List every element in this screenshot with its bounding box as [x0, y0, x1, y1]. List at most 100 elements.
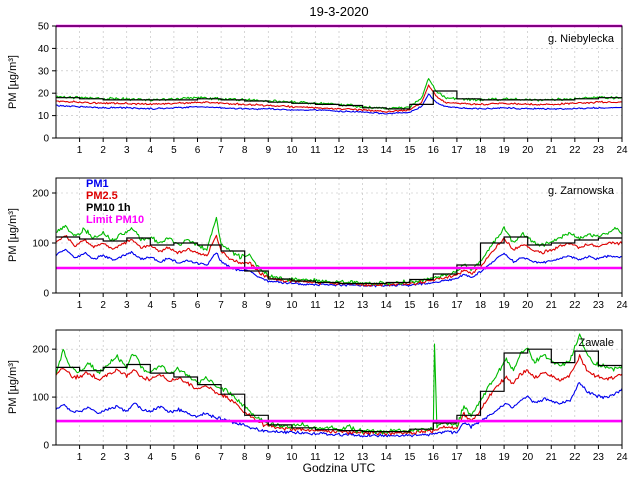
legend-item-pm10-1h: PM10 1h: [86, 202, 131, 214]
panel-1: 1 2 3 4 5 6 7 8 9 10 11 12 13 14 15 16 17 18 19 20 21 22 23 240…: [32, 177, 628, 311]
x-tick-label: 17: [451, 452, 463, 463]
series-pm2-5-panel-0: [55, 84, 623, 113]
x-tick-label: 1: [77, 145, 83, 156]
x-tick-label: 24: [616, 300, 628, 311]
y-tick-label: 50: [38, 22, 50, 33]
y-axis-label-panel-1: PM [µg/m³]: [7, 55, 19, 110]
y-tick-label: 100: [32, 393, 49, 404]
x-tick-label: 17: [451, 145, 463, 156]
x-tick-label: 18: [475, 300, 487, 311]
x-tick-label: 10: [286, 300, 298, 311]
x-tick-label: 14: [381, 452, 393, 463]
x-tick-label: 22: [569, 145, 581, 156]
x-tick-label: 23: [593, 452, 605, 463]
x-tick-label: 1: [77, 300, 83, 311]
x-tick-label: 21: [546, 145, 558, 156]
x-tick-label: 10: [286, 452, 298, 463]
y-axis-label-panel-2: PM [µg/m³]: [7, 208, 19, 263]
x-tick-label: 2: [100, 452, 106, 463]
x-tick-label: 12: [333, 145, 345, 156]
legend-item-pm1: PM1: [86, 178, 109, 190]
y-axis-label-panel-3: PM [µg/m³]: [7, 360, 19, 415]
x-tick-label: 8: [242, 145, 248, 156]
x-tick-label: 4: [148, 300, 154, 311]
x-tick-label: 24: [616, 452, 628, 463]
x-tick-label: 15: [404, 452, 416, 463]
x-tick-label: 7: [218, 452, 224, 463]
x-tick-label: 21: [546, 452, 558, 463]
series-pm10-1h-panel-0: [56, 90, 622, 110]
x-axis-label: Godzina UTC: [302, 461, 376, 475]
series-pm10-1h-panel-2: [56, 348, 622, 433]
x-tick-label: 14: [381, 300, 393, 311]
x-tick-label: 20: [522, 300, 534, 311]
x-tick-label: 18: [475, 145, 487, 156]
x-tick-label: 2: [100, 145, 106, 156]
x-tick-label: 13: [357, 300, 369, 311]
x-tick-label: 22: [569, 452, 581, 463]
x-tick-label: 7: [218, 300, 224, 311]
chart-title: 19-3-2020: [309, 4, 369, 19]
x-tick-label: 4: [148, 145, 154, 156]
x-tick-label: 16: [428, 452, 440, 463]
panel-0: 1 2 3 4 5 6 7 8 9 10 11 12 13 14 15 16 17 18 19 20 21 22 23 240…: [38, 22, 628, 157]
y-tick-label: 30: [38, 66, 50, 77]
x-tick-label: 3: [124, 452, 130, 463]
station-label-zarnowska: g. Zarnowska: [547, 185, 614, 197]
x-tick-label: 15: [404, 300, 416, 311]
x-tick-label: 11: [310, 452, 321, 463]
series-pm10-1h-panel-1: [56, 236, 622, 285]
x-tick-label: 12: [333, 452, 345, 463]
x-tick-label: 15: [404, 145, 416, 156]
x-tick-label: 9: [265, 452, 271, 463]
x-tick-label: 10: [286, 145, 298, 156]
y-tick-label: 10: [38, 111, 50, 122]
x-tick-label: 20: [522, 145, 534, 156]
x-tick-label: 5: [171, 145, 177, 156]
x-tick-label: 9: [265, 145, 271, 156]
x-tick-label: 19: [499, 300, 511, 311]
y-tick-label: 20: [38, 89, 50, 100]
x-tick-label: 19: [499, 452, 511, 463]
y-tick-label: 0: [43, 441, 49, 452]
axes-frame-panel-2: [55, 329, 623, 446]
x-tick-label: 22: [569, 300, 581, 311]
x-tick-label: 24: [616, 145, 628, 156]
x-tick-label: 16: [428, 300, 440, 311]
legend-item-limit-pm10: Limit PM10: [86, 214, 145, 226]
x-tick-label: 13: [357, 145, 369, 156]
x-tick-label: 21: [546, 300, 558, 311]
x-tick-label: 11: [310, 145, 321, 156]
x-tick-label: 23: [593, 300, 605, 311]
x-tick-label: 17: [451, 300, 463, 311]
x-tick-label: 8: [242, 452, 248, 463]
x-tick-label: 13: [357, 452, 369, 463]
y-tick-label: 40: [38, 44, 50, 55]
x-tick-label: 3: [124, 300, 130, 311]
legend-item-pm2-5: PM2.5: [86, 190, 118, 202]
legend: PM1 PM2.5 PM10 1h Limit PM10: [86, 179, 144, 227]
station-label-niebylecka: g. Niebylecka: [547, 33, 614, 45]
series-pm1-panel-0: [55, 93, 622, 115]
y-tick-label: 200: [32, 345, 49, 356]
y-tick-label: 100: [32, 239, 49, 250]
x-tick-label: 6: [195, 300, 201, 311]
x-tick-label: 2: [100, 300, 106, 311]
x-tick-label: 23: [593, 145, 605, 156]
x-tick-label: 7: [218, 145, 224, 156]
x-tick-label: 9: [265, 300, 271, 311]
x-tick-label: 18: [475, 452, 487, 463]
x-tick-label: 3: [124, 145, 130, 156]
station-label-zawale: Zawale: [578, 337, 614, 349]
panel-2: 1 2 3 4 5 6 7 8 9 10 11 12 13 14 15 16 17 18 19 20 21 22 23 240…: [32, 329, 628, 463]
x-tick-label: 11: [310, 300, 321, 311]
y-tick-label: 200: [32, 189, 49, 200]
x-tick-label: 6: [195, 452, 201, 463]
y-tick-label: 0: [43, 134, 49, 145]
x-tick-label: 8: [242, 300, 248, 311]
x-tick-label: 6: [195, 145, 201, 156]
x-tick-label: 20: [522, 452, 534, 463]
y-tick-label: 0: [43, 289, 49, 300]
